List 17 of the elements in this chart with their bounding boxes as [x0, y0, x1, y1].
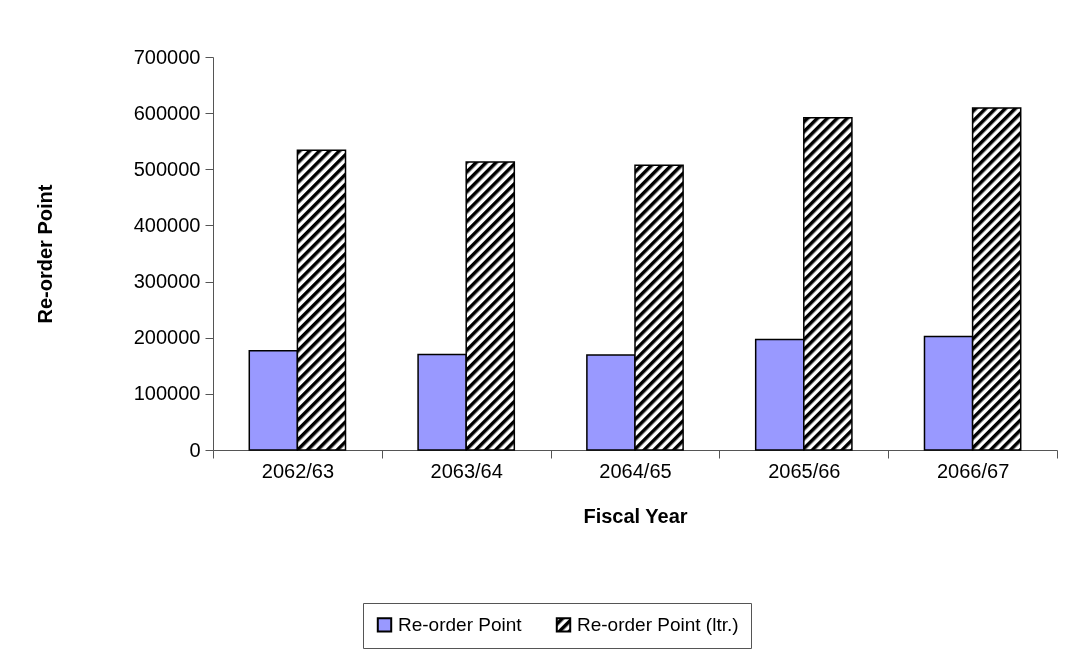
y-tick-label: 700000 [133, 45, 201, 68]
x-tick-label: 2062/63 [261, 459, 335, 482]
y-tick-label: 200000 [133, 326, 201, 349]
legend-label: Re-order Point (ltr.) [577, 613, 739, 635]
x-tick-label: 2066/67 [936, 459, 1010, 482]
y-tick-label: 500000 [133, 157, 201, 180]
y-tick-label: 300000 [133, 270, 201, 293]
y-tick-label: 100000 [133, 382, 201, 405]
y-tick-label: 400000 [133, 213, 201, 236]
x-tick-label: 2065/66 [768, 459, 841, 482]
x-axis-title: Fiscal Year [583, 504, 688, 527]
x-tick-label: 2064/65 [599, 459, 672, 482]
y-axis-title: Re-order Point [33, 184, 56, 324]
legend-label: Re-order Point [398, 613, 523, 635]
y-tick-label: 600000 [133, 101, 201, 124]
x-tick-label: 2063/64 [430, 459, 503, 482]
y-tick-label: 0 [189, 438, 201, 461]
